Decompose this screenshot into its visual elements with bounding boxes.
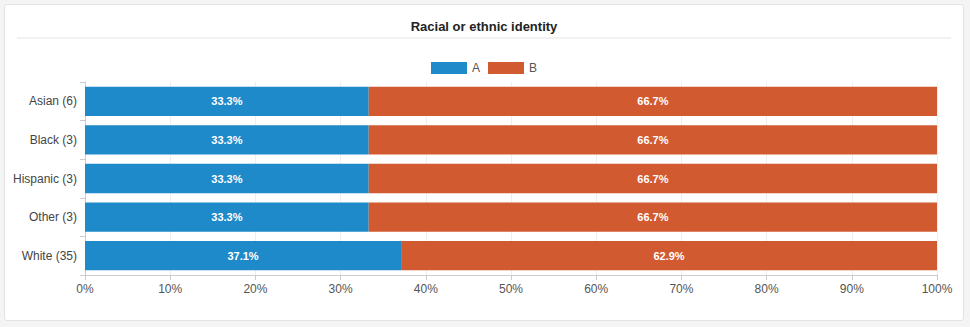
svg-text:66.7%: 66.7% — [637, 173, 668, 185]
svg-text:100%: 100% — [922, 282, 953, 296]
svg-text:66.7%: 66.7% — [637, 211, 668, 223]
svg-text:50%: 50% — [499, 282, 523, 296]
svg-text:90%: 90% — [840, 282, 864, 296]
svg-text:60%: 60% — [584, 282, 608, 296]
svg-text:37.1%: 37.1% — [227, 250, 258, 262]
svg-text:A: A — [472, 61, 480, 75]
svg-text:Asian (6): Asian (6) — [29, 94, 77, 108]
svg-text:Black (3): Black (3) — [30, 133, 77, 147]
svg-text:33.3%: 33.3% — [211, 211, 242, 223]
svg-text:Other (3): Other (3) — [29, 210, 77, 224]
svg-text:Hispanic (3): Hispanic (3) — [13, 172, 77, 186]
svg-text:B: B — [529, 61, 537, 75]
svg-text:10%: 10% — [158, 282, 182, 296]
svg-text:Racial or ethnic identity: Racial or ethnic identity — [411, 19, 558, 34]
svg-text:33.3%: 33.3% — [211, 95, 242, 107]
svg-text:62.9%: 62.9% — [653, 250, 684, 262]
svg-text:70%: 70% — [669, 282, 693, 296]
svg-text:40%: 40% — [414, 282, 438, 296]
svg-text:66.7%: 66.7% — [637, 134, 668, 146]
svg-text:White (35): White (35) — [22, 249, 77, 263]
svg-text:30%: 30% — [329, 282, 353, 296]
svg-text:0%: 0% — [76, 282, 94, 296]
svg-text:33.3%: 33.3% — [211, 134, 242, 146]
svg-text:20%: 20% — [243, 282, 267, 296]
svg-text:33.3%: 33.3% — [211, 173, 242, 185]
svg-text:66.7%: 66.7% — [637, 95, 668, 107]
svg-text:80%: 80% — [755, 282, 779, 296]
